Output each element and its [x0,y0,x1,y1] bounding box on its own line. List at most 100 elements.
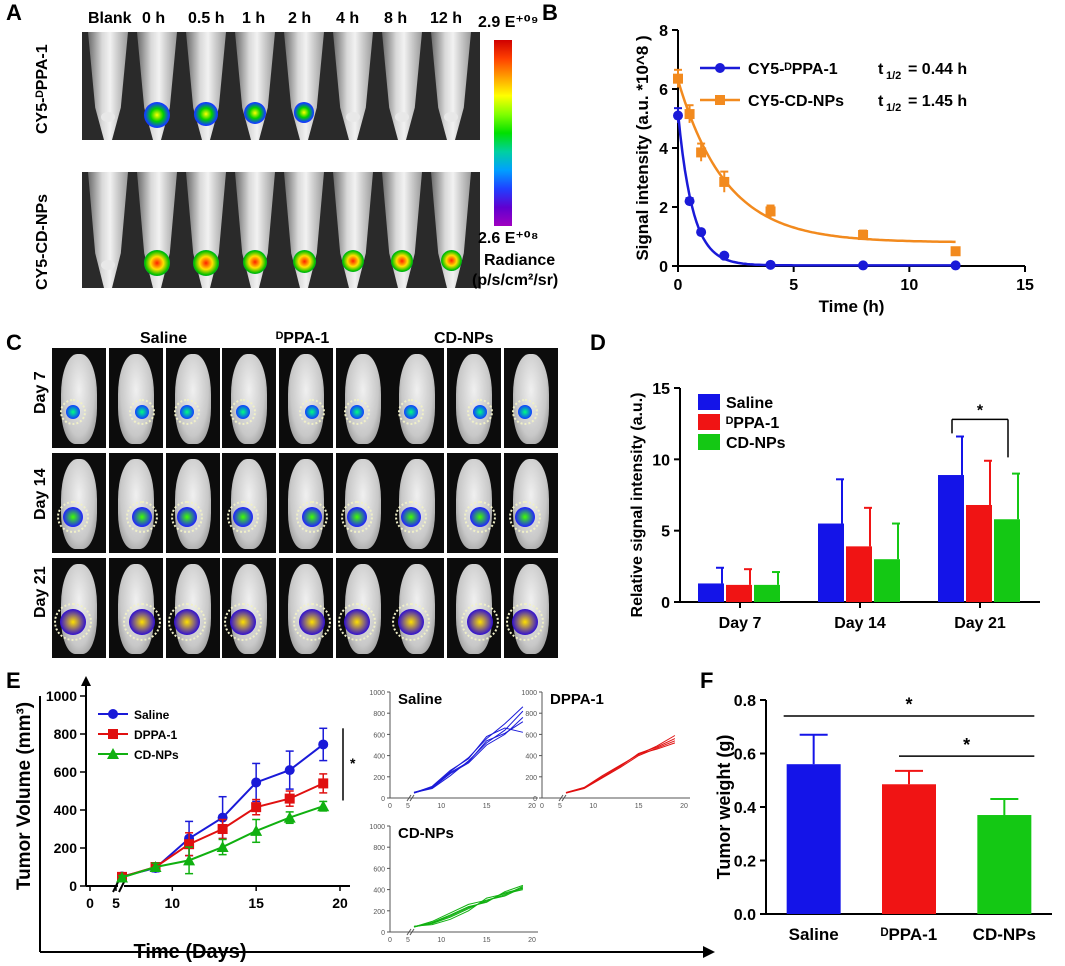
mini-y-tick-label: 1000 [369,824,385,831]
data-point [251,802,262,813]
mouse-image [222,453,276,553]
group-label-saline: Saline [140,330,188,347]
mouse-trajectory [565,735,676,793]
mini-x-tick-label: 15 [483,937,491,944]
y-axis-title: Tumor Volume (mm³) [14,702,35,890]
bar [977,815,1032,914]
tumor-roi-circle [171,501,203,533]
fluorescence-spot [292,250,316,273]
mouse-trajectory [413,888,524,927]
x-tick-label: 10 [165,895,181,911]
mouse-image [447,348,501,448]
timepoint-label: 12 h [430,10,463,27]
x-tick-label: Day 7 [719,615,762,632]
tumor-roi-circle [60,399,86,425]
radiance-unit-label: (p/s/cm²/sr) [472,272,559,289]
legend-thalf-value: = 0.44 h [908,61,967,78]
data-point [217,824,228,834]
fluorescence-spot [391,250,413,272]
blank-tube-bottom [101,112,115,122]
mini-y-tick-label: 800 [373,845,385,852]
mouse-image [109,348,163,448]
data-point [318,778,329,789]
y-tick-label: 2 [659,200,668,217]
mouse-body [345,354,381,444]
mini-axis-break [409,794,415,802]
x-tick-label: 20 [332,895,348,911]
mouse-image [222,558,276,658]
y-tick-label: 5 [661,524,670,541]
mini-axis-break [406,794,412,802]
mini-x-tick-label: 5 [558,803,562,810]
panel-letter-c: C [6,330,22,355]
x-tick-label: CD-NPs [973,925,1036,944]
mini-x-tick-label: 10 [437,937,445,944]
data-point [765,259,776,270]
mouse-body [513,354,549,444]
tumor-roi-circle [341,501,373,533]
panel-letter-e: E [6,668,21,693]
data-point [765,206,776,217]
mini-y-tick-label: 600 [373,732,385,739]
data-point [317,800,330,812]
y-tick-label: 0.8 [734,693,756,710]
mini-y-tick-label: 400 [373,754,385,761]
data-point [673,110,683,121]
panel-d-relative-signal-chart: 0 5 10 15 Relative signal intensity (a.u.) Da… [629,381,1040,632]
mini-x-tick-label: 5 [406,937,410,944]
panel-letter-f: F [700,668,714,693]
y-tick-label: 4 [659,141,668,158]
legend-label: CY5-CD-NPs [748,93,844,110]
tube [431,32,471,140]
mouse-trajectory [565,742,676,794]
tumor-roi-circle [338,603,376,641]
bar [846,546,872,602]
y-tick-label: 800 [54,726,78,742]
mouse-trajectory [565,740,676,794]
timepoint-label: 4 h [336,10,360,27]
mouse-image [166,348,220,448]
tumor-roi-circle [467,399,493,425]
bar [726,584,752,602]
legend-marker [715,95,725,105]
mini-axis-break [558,794,564,802]
mini-title: Saline [398,691,442,708]
fluorescence-spot [144,102,170,128]
legend-label: Saline [726,395,773,412]
bar [882,784,936,914]
tumor-roi-circle [395,501,427,533]
y-tick-label: 8 [659,23,668,40]
colorbar-min-label: 2.6 E⁺⁰⁸ [478,230,539,247]
mini-y-tick-label: 0 [533,796,537,803]
mini-y-tick-label: 1000 [521,690,537,697]
data-point [116,871,128,883]
row-label-cy5-cdnps: CY5-CD-NPs [34,193,51,290]
mini-chart-2: 0 200 400 600 800 1000 0 5 10 15 20 CD-NPs [369,824,538,944]
x-tick-label: Saline [789,925,839,944]
tumor-roi-circle [224,603,262,641]
mini-y-tick-label: 400 [525,754,537,761]
fluorescence-spot [194,102,218,126]
x-tick-label: 0 [86,895,94,911]
mouse-image [52,453,106,553]
tube [88,32,128,140]
mini-y-tick-label: 600 [525,732,537,739]
bar [754,584,780,602]
tumor-roi-circle [464,501,496,533]
row-label-day7: Day 7 [32,371,49,414]
y-tick-label: 0 [69,878,77,894]
mouse-image [109,453,163,553]
x-tick-label: Day 14 [834,615,886,632]
y-tick-label: 0 [661,595,670,612]
x-tick-label: 5 [789,277,798,294]
significance-star: * [905,695,912,715]
mouse-trajectory [413,721,524,793]
bar [966,504,992,602]
mini-x-tick-label: 0 [540,803,544,810]
tube [284,32,324,140]
data-point [696,227,707,238]
x-axis-title: Time (h) [819,297,885,316]
data-point [950,246,961,257]
y-tick-label: 1000 [46,688,77,704]
data-point [858,260,869,271]
